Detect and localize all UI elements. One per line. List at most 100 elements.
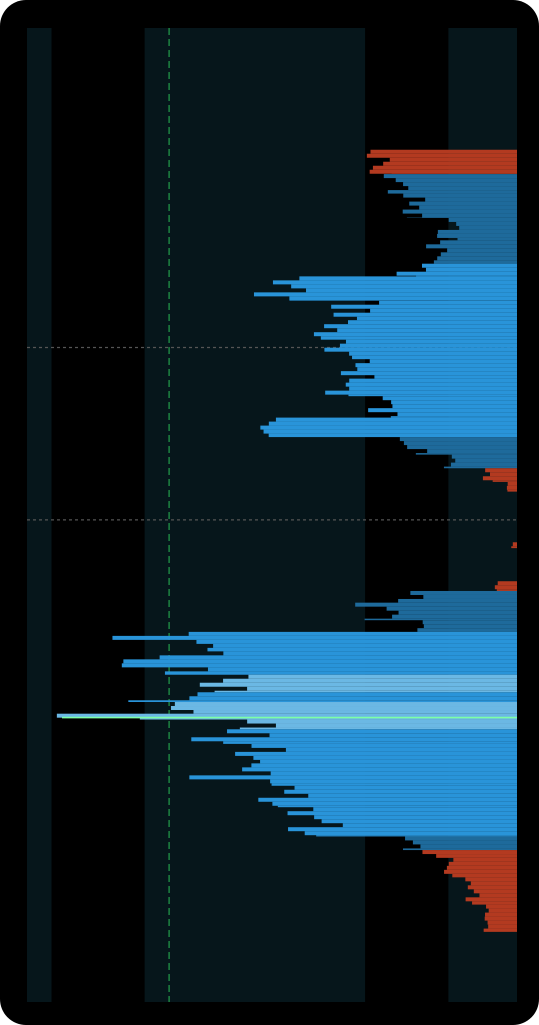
profile-bar <box>314 815 517 820</box>
profile-bar <box>268 421 517 426</box>
profile-bar <box>417 628 517 632</box>
profile-bar <box>485 468 517 473</box>
profile-bar <box>313 332 517 337</box>
profile-bar <box>291 284 517 289</box>
profile-bar <box>443 466 517 469</box>
profile-bar <box>189 696 518 701</box>
profile-bar <box>440 240 517 245</box>
profile-bar <box>369 169 517 174</box>
profile-bar <box>465 877 517 882</box>
profile-bar <box>253 755 517 760</box>
profile-bar <box>427 449 517 454</box>
profile-bar <box>349 386 517 391</box>
profile-bar <box>425 267 517 272</box>
profile-bar <box>507 481 517 486</box>
profile-bar <box>191 737 517 742</box>
profile-bar <box>345 339 517 344</box>
profile-bar <box>467 885 517 890</box>
profile-bar <box>403 193 517 198</box>
profile-bar <box>397 412 517 417</box>
profile-bar <box>214 690 517 693</box>
profile-bar <box>482 476 517 481</box>
profile-bar <box>402 209 517 214</box>
profile-bar <box>196 639 517 644</box>
profile-bar <box>235 751 517 756</box>
profile-bar <box>451 454 517 459</box>
profile-bar <box>383 161 517 166</box>
profile-bar <box>386 606 517 611</box>
profile-bar <box>379 300 517 305</box>
profile-bar <box>139 717 517 720</box>
profile-bar <box>405 836 517 841</box>
profile-bar <box>372 165 517 170</box>
profile-bar <box>387 190 517 194</box>
profile-bar <box>422 213 517 218</box>
profile-bar <box>484 916 517 921</box>
profile-bar <box>396 271 517 276</box>
profile-bar <box>473 889 517 894</box>
profile-bar <box>437 229 517 234</box>
profile-bar <box>223 678 517 683</box>
profile-bar <box>308 793 517 798</box>
profile-bar <box>447 248 517 253</box>
profile-bar <box>407 445 517 450</box>
profile-bar <box>472 901 517 905</box>
profile-bar <box>415 453 517 455</box>
profile-bar <box>313 807 517 812</box>
profile-bar <box>492 480 517 482</box>
profile-bar <box>408 186 517 191</box>
profile-bar <box>465 897 517 902</box>
profile-bar <box>422 850 517 855</box>
profile-bar <box>470 881 517 886</box>
profile-bar <box>457 237 517 241</box>
profile-bar <box>128 700 517 703</box>
profile-bar <box>392 404 517 409</box>
profile-bar <box>304 831 517 836</box>
profile-bar <box>398 598 517 603</box>
profile-bar <box>456 221 517 226</box>
profile-bar <box>253 292 517 297</box>
profile-bar <box>345 382 517 387</box>
profile-bar <box>370 149 517 154</box>
profile-bar <box>333 312 517 317</box>
profile-bar <box>289 296 517 301</box>
profile-bar <box>349 351 517 356</box>
profile-bar <box>422 620 517 625</box>
profile-bar <box>459 225 517 230</box>
profile-bar <box>56 713 518 718</box>
profile-bar <box>294 785 517 790</box>
profile-bar <box>494 585 517 590</box>
profile-bar <box>444 869 517 874</box>
profile-bar <box>403 441 517 446</box>
profile-bar <box>260 759 517 764</box>
profile-bar <box>419 205 517 210</box>
profile-bar <box>426 244 517 249</box>
profile-bar <box>392 614 517 619</box>
profile-bar <box>488 924 517 929</box>
profile-bar <box>275 723 517 728</box>
profile-bar <box>285 747 517 752</box>
profile-bar <box>370 308 517 313</box>
profile-bar <box>248 674 518 679</box>
profile-bar <box>374 375 517 379</box>
profile-bar <box>270 771 517 776</box>
profile-bar <box>260 425 517 430</box>
profile-bar <box>479 893 517 898</box>
profile-bar <box>366 153 517 158</box>
profile-bar <box>486 904 517 909</box>
profile-bar <box>410 590 517 595</box>
profile-bar <box>263 429 517 434</box>
profile-bar <box>199 682 517 687</box>
profile-bar <box>272 280 517 285</box>
profile-bar <box>340 371 517 376</box>
profile-bar <box>207 647 517 652</box>
profile-bar <box>284 789 517 794</box>
profile-bar <box>251 763 518 768</box>
profile-bar <box>390 416 517 418</box>
profile-bar <box>288 827 517 832</box>
profile-bar <box>440 252 517 257</box>
profile-bar <box>437 256 517 261</box>
profile-bar <box>174 702 517 707</box>
profile-bar <box>277 805 517 808</box>
profile-bar <box>251 743 517 748</box>
